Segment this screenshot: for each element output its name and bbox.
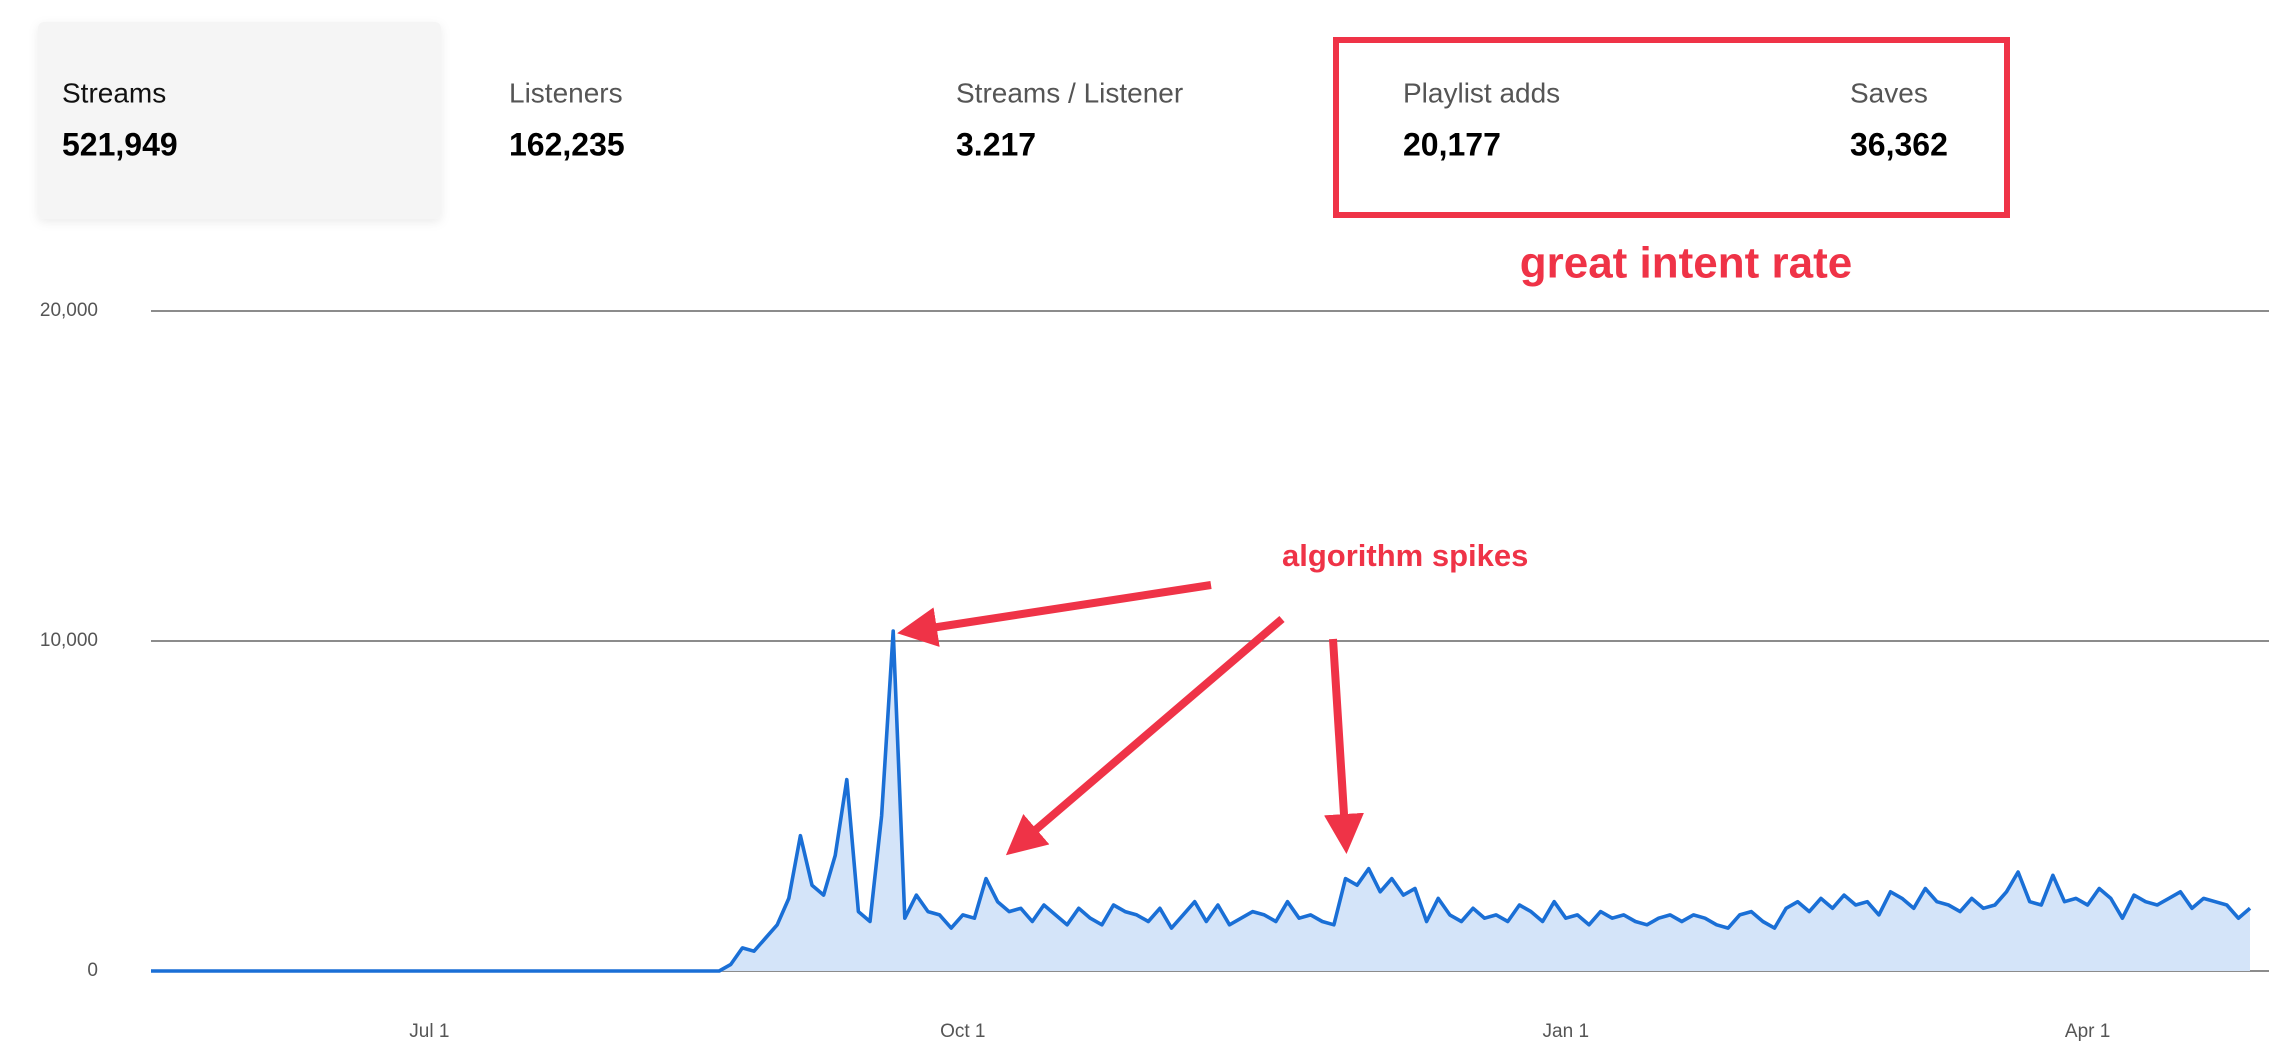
highlight-box (1333, 37, 2010, 218)
x-tick-label: Oct 1 (940, 1021, 985, 1042)
stat-value: 20,177 (1403, 126, 1501, 162)
stats: Streams 521,949 Listeners 162,235 Streams / … (62, 77, 1948, 162)
y-tick-label: 0 (87, 960, 98, 981)
stat-label: Playlist adds (1403, 77, 1560, 108)
annotation: algorithm spikes (1282, 538, 1528, 573)
y-tick-label: 10,000 (40, 630, 98, 651)
selected-card[interactable] (38, 22, 441, 219)
arrows (897, 581, 1364, 856)
arrow (897, 581, 1212, 647)
stat-value: 36,362 (1850, 126, 1948, 162)
x-tick-label: Apr 1 (2065, 1021, 2110, 1042)
stat-label: Streams / Listener (956, 77, 1183, 108)
stat-value: 3.217 (956, 126, 1036, 162)
x-tick-label: Jan 1 (1543, 1021, 1589, 1042)
arrow (1324, 638, 1364, 854)
plot: 0 10,000 20,000 Jul 1 Oct 1 Jan 1 Apr 1 (40, 300, 2269, 1042)
annotation: great intent rate (1520, 239, 1853, 288)
y-tick-label: 20,000 (40, 300, 98, 321)
stat-label: Saves (1850, 77, 1928, 108)
stat-label: Streams (62, 77, 166, 108)
stat-label: Listeners (509, 77, 623, 108)
line (151, 629, 2252, 973)
x-tick-label: Jul 1 (409, 1021, 449, 1042)
area (151, 631, 2250, 971)
stat-value: 521,949 (62, 126, 178, 162)
stat-value: 162,235 (509, 126, 625, 162)
arrow (1005, 615, 1285, 856)
